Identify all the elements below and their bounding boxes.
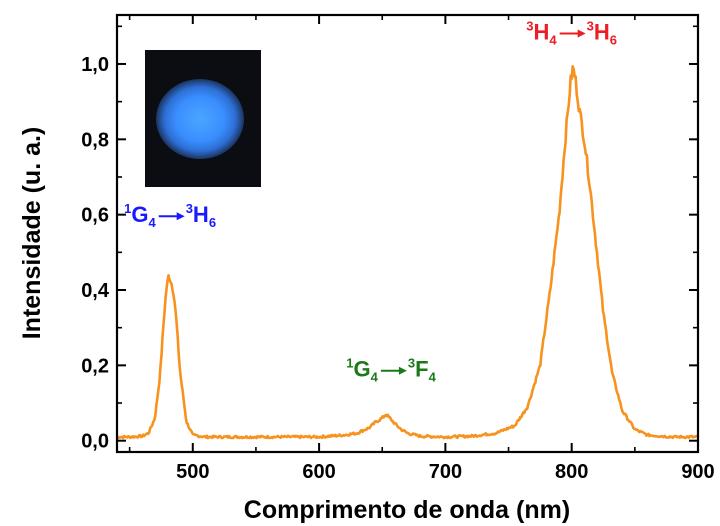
annotation-initial-state: 1G4 [124,201,156,230]
annotation-green: 1G4 3F4 [346,356,436,385]
x-tick-label: 500 [176,461,209,483]
annotation-blue: 1G4 3H6 [124,201,216,230]
annotation-arrowhead [398,366,407,375]
y-tick-label: 0,6 [81,205,109,227]
annotation-initial-state: 3H4 [526,19,557,48]
transition-annotations: 1G4 3H6 1G4 3F4 3H4 3H6 [124,19,617,385]
x-tick-label: 700 [429,461,462,483]
x-tick-label: 800 [555,461,588,483]
x-tick-label: 900 [681,461,714,483]
x-axis-title: Comprimento de onda (nm) [244,496,570,524]
x-tick-label: 600 [302,461,335,483]
y-tick-label: 0,0 [81,431,109,453]
annotation-arrowhead [176,212,185,221]
inset-photo [145,50,261,187]
axis-tick-labels: 500 600 700 800 900 0,0 0,2 0,4 0,6 0,8 1,0 [81,54,715,483]
annotation-final-state: 3H6 [587,19,617,48]
y-tick-label: 1,0 [81,54,109,76]
y-tick-label: 0,4 [81,280,110,302]
annotation-red: 3H4 3H6 [526,19,617,48]
plot-frame [115,13,700,454]
series-line [117,65,698,440]
axis-ticks [117,15,699,452]
annotation-initial-state: 1G4 [346,356,378,385]
annotation-final-state: 3H6 [186,201,216,230]
annotation-arrowhead [577,29,586,38]
y-tick-label: 0,2 [81,355,109,377]
y-axis-title: Intensidade (u. a.) [18,127,46,340]
annotation-final-state: 3F4 [408,356,437,385]
y-tick-label: 0,8 [81,129,109,151]
